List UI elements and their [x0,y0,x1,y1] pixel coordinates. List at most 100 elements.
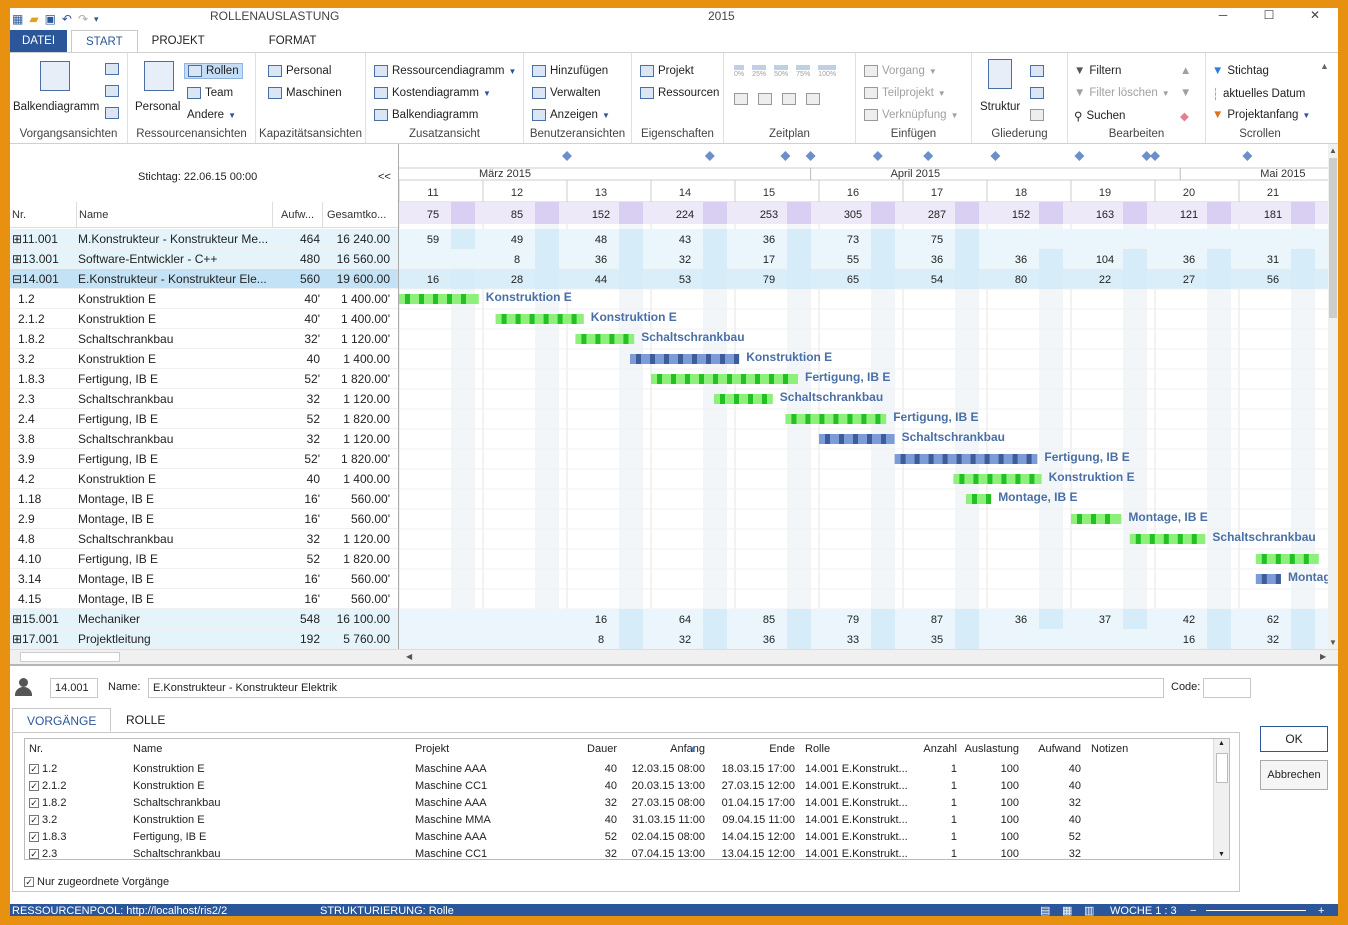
rollen-view-button[interactable]: Rollen [184,63,243,79]
vorgang-insert-button[interactable]: Vorgang ▼ [864,65,937,77]
filter-loeschen-button[interactable]: ▼ Filter löschen ▼ [1074,87,1170,99]
scroll-down-arrow-icon[interactable]: ▼ [1329,638,1337,647]
zoom-slider[interactable] [1206,910,1306,911]
column-header-notizen[interactable]: Notizen [1091,743,1129,755]
code-field[interactable] [1203,678,1251,698]
task-row[interactable]: 1.8.2 Schaltschrankbau 32' 1 120.00' [10,329,398,349]
verknuepfung-insert-button[interactable]: Verknüpfung ▼ [864,109,959,121]
suchen-button[interactable]: ⚲ Suchen [1074,109,1125,123]
personal-view-button[interactable] [144,61,174,91]
kostendiagramm-button[interactable]: Kostendiagramm ▼ [374,87,491,99]
task-row[interactable]: 2.3 Schaltschrankbau 32 1 120.00 [10,389,398,409]
column-header-auslastung[interactable]: Auslastung [964,743,1019,755]
table-scroll-thumb[interactable] [1216,753,1228,783]
task-row[interactable]: 4.10 Fertigung, IB E 52 1 820.00 [10,549,398,569]
scroll-left-arrow-icon[interactable]: ◀ [406,652,413,661]
zoom-out-icon[interactable]: − [1190,905,1197,916]
scroll-up-icon[interactable]: ▲ [1180,65,1192,77]
help-icon[interactable] [1154,8,1200,26]
tab-start[interactable]: START [71,30,138,52]
checkbox-checked-icon[interactable]: ✓ [29,849,39,860]
view-compact-icon[interactable]: ▥ [1084,905,1095,916]
filtern-button[interactable]: ▼ Filtern [1074,65,1121,77]
resource-row[interactable]: ⊞15.001 Mechaniker 548 16 100.00 [10,609,398,629]
close-icon[interactable]: ✕ [1309,8,1321,22]
collapse-grid-button[interactable]: << [378,171,391,183]
task-row[interactable]: 2.4 Fertigung, IB E 52 1 820.00 [10,409,398,429]
ressourcendiagramm-button[interactable]: Ressourcendiagramm ▼ [374,65,516,77]
stichtag-scroll-button[interactable]: ▼ Stichtag [1212,65,1269,77]
view-small-2-icon[interactable] [105,85,119,97]
projektanfang-button[interactable]: ▼ Projektanfang ▼ [1212,109,1311,121]
task-row[interactable]: 4.8 Schaltschrankbau 32 1 120.00 [10,529,398,549]
teilprojekt-insert-button[interactable]: Teilprojekt ▼ [864,87,946,99]
view-calendar-icon[interactable]: ▦ [1062,905,1073,916]
save-icon[interactable]: ▣ [44,12,56,26]
resource-row[interactable]: ⊞11.001 M.Konstrukteur - Konstrukteur Me.… [10,229,398,249]
task-row[interactable]: 2.9 Montage, IB E 16' 560.00' [10,509,398,529]
column-header-aufwand[interactable]: Aufwand [1038,743,1081,755]
scroll-up-arrow-icon[interactable]: ▲ [1218,740,1225,747]
resource-row[interactable]: ⊟14.001 E.Konstrukteur - Konstrukteur Ele… [10,269,398,289]
link-icon[interactable] [782,93,796,105]
filter-assigned-checkbox[interactable]: ✓ Nur zugeordnete Vorgänge [24,876,169,888]
task-row[interactable]: 3.14 Montage, IB E 16' 560.00' [10,569,398,589]
scroll-down-arrow-icon[interactable]: ▼ [1218,851,1225,858]
task-row[interactable]: 3.8 Schaltschrankbau 32 1 120.00 [10,429,398,449]
task-row[interactable]: 1.8.3 Fertigung, IB E 52' 1 820.00' [10,369,398,389]
column-header-nr[interactable]: Nr. [29,743,44,755]
view-small-1-icon[interactable] [105,63,119,75]
level-icon[interactable] [1030,109,1044,121]
horizontal-scrollbar[interactable]: ◀ ▶ [10,649,1338,664]
view-normal-icon[interactable]: ▤ [1040,905,1051,916]
ok-button[interactable]: OK [1260,726,1328,752]
team-view-button[interactable]: Team [187,87,233,99]
checkbox-checked-icon[interactable]: ✓ [29,764,39,775]
move-icon[interactable] [734,93,748,105]
resource-name-field[interactable]: E.Konstrukteur - Konstrukteur Elektrik [148,678,1164,698]
grid-hscroll-thumb[interactable] [20,652,120,662]
task-row[interactable]: 1.2 Konstruktion E 40' 1 400.00' [10,289,398,309]
balkendiagramm-view-button[interactable] [40,61,70,91]
resource-id-field[interactable]: 14.001 [50,678,98,698]
anzeigen-button[interactable]: Anzeigen ▼ [532,109,610,121]
column-header-aufwand[interactable]: Aufw... [272,202,322,228]
vertical-scrollbar[interactable]: ▲ ▼ [1328,144,1338,649]
table-row[interactable]: ✓ 1.2 Konstruktion E Maschine AAA 40 12.03.15… [25,761,1215,778]
column-header-anzahl[interactable]: Anzahl [923,743,957,755]
ressourcen-properties-button[interactable]: Ressourcen [640,87,719,99]
tab-rolle[interactable]: ROLLE [126,713,166,727]
eraser-icon[interactable]: ◆ [1180,111,1189,123]
column-header-projekt[interactable]: Projekt [415,743,450,755]
task-row[interactable]: 3.2 Konstruktion E 40 1 400.00 [10,349,398,369]
redo-icon[interactable]: ↷ [77,12,89,26]
tab-projekt[interactable]: PROJEKT [151,35,205,47]
split-icon[interactable] [758,93,772,105]
cancel-button[interactable]: Abbrechen [1260,760,1328,790]
column-header-dauer[interactable]: Dauer [587,743,617,755]
task-row[interactable]: 3.9 Fertigung, IB E 52' 1 820.00' [10,449,398,469]
table-row[interactable]: ✓ 2.3 Schaltschrankbau Maschine CC1 32 07.04.… [25,846,1215,860]
tab-format[interactable]: FORMAT [268,35,317,47]
open-icon[interactable]: ▰ [29,12,39,26]
zusatz-balkendiagramm-button[interactable]: Balkendiagramm [374,109,478,121]
andere-view-button[interactable]: Andere ▼ [187,109,236,121]
checkbox-checked-icon[interactable]: ✓ [29,832,39,843]
scroll-down-icon[interactable]: ▼ [1180,87,1192,99]
percent-0-button[interactable]: 0% [734,65,745,78]
verwalten-button[interactable]: Verwalten [532,87,601,99]
customize-icon[interactable]: ▾ [94,13,99,24]
task-row[interactable]: 4.2 Konstruktion E 40 1 400.00 [10,469,398,489]
column-header-ende[interactable]: Ende [769,743,795,755]
kap-maschinen-button[interactable]: Maschinen [268,87,342,99]
column-header-nr[interactable]: Nr. [10,202,76,228]
hinzufuegen-button[interactable]: Hinzufügen [532,65,608,77]
column-header-name[interactable]: Name [133,743,163,755]
minimize-icon[interactable]: ─ [1218,8,1228,22]
column-header-gesamtkosten[interactable]: Gesamtko... [322,202,398,228]
projekt-properties-button[interactable]: Projekt [640,65,694,77]
percent-100-button[interactable]: 100% [818,65,837,78]
column-header-name[interactable]: Name [76,202,272,228]
task-row[interactable]: 1.18 Montage, IB E 16' 560.00' [10,489,398,509]
struktur-button[interactable] [988,59,1012,89]
